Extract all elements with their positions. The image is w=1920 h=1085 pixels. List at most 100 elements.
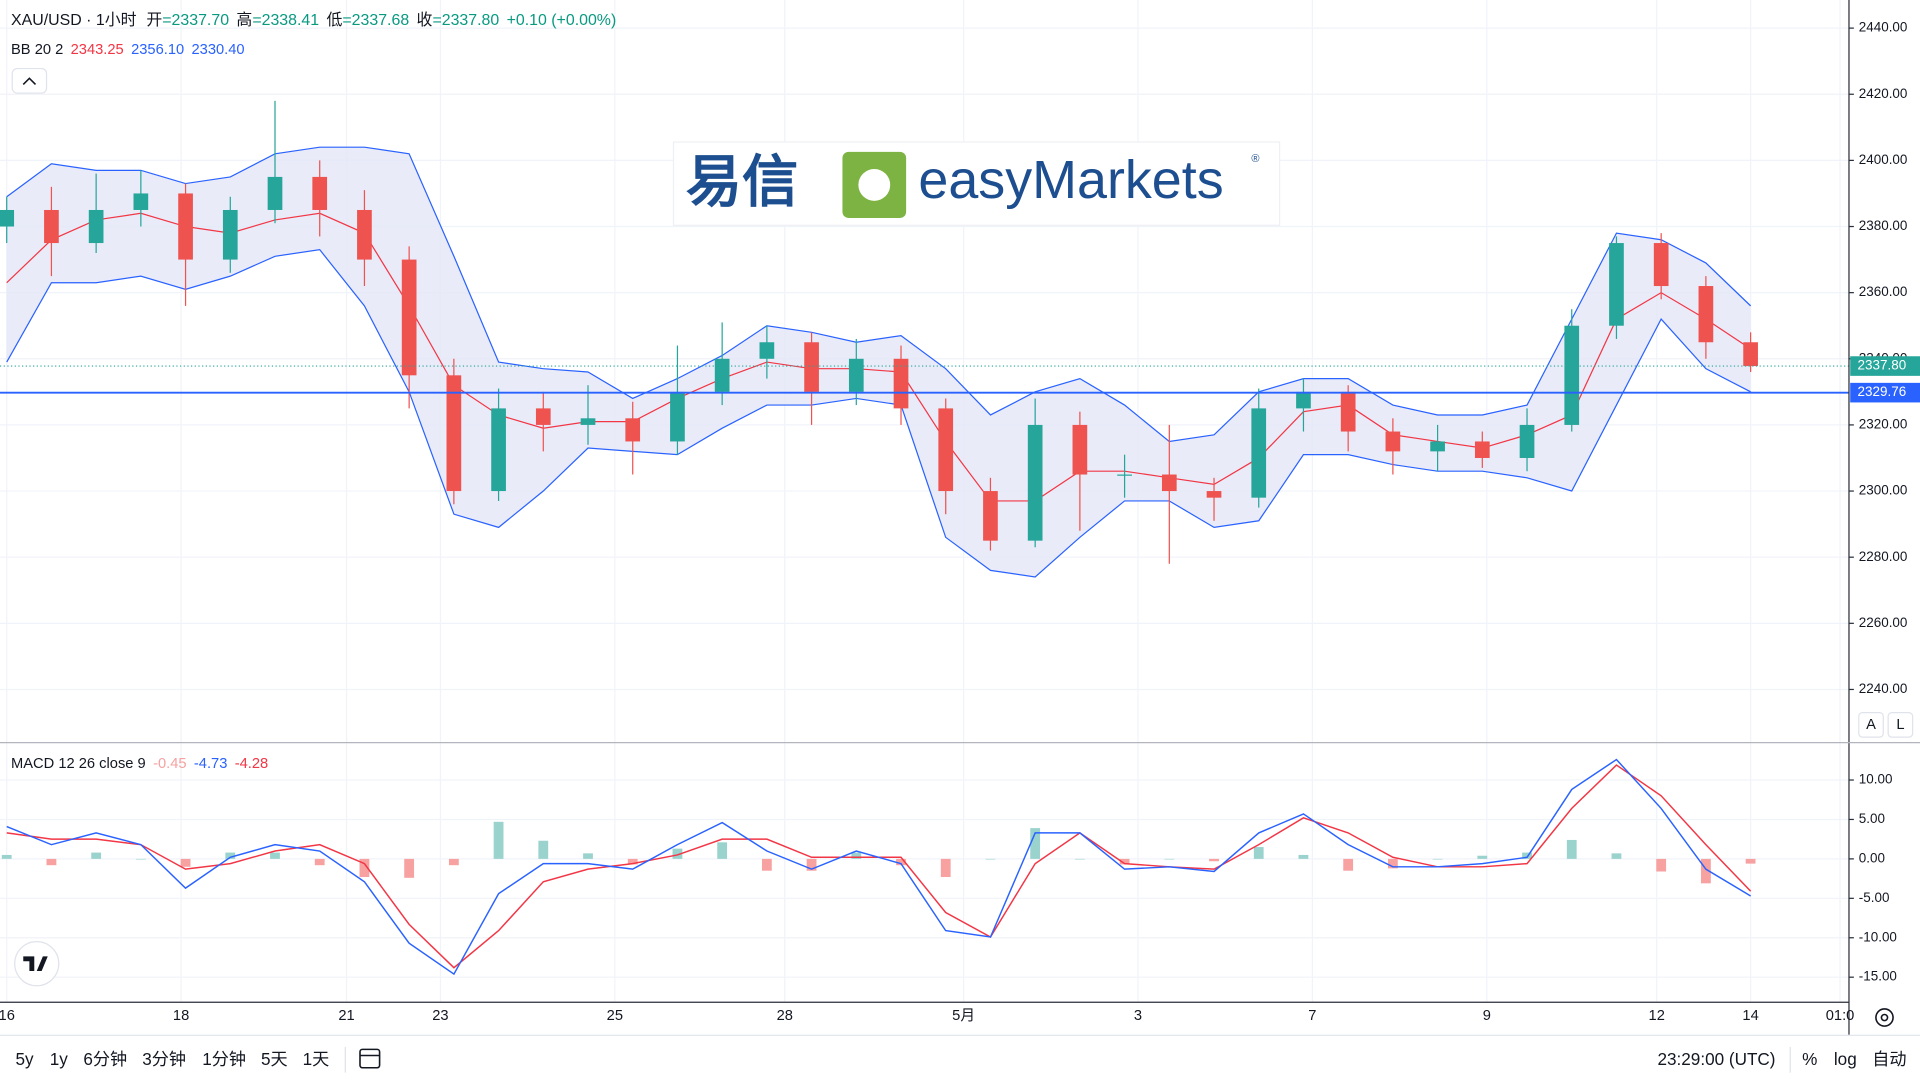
auto-scale-label[interactable]: A bbox=[1866, 717, 1876, 733]
histogram-bar bbox=[627, 858, 638, 865]
histogram-bar bbox=[1209, 858, 1219, 862]
settings-button[interactable] bbox=[1875, 1008, 1894, 1027]
range-button[interactable]: 6分钟 bbox=[83, 1049, 127, 1069]
histogram-bar bbox=[270, 852, 280, 859]
y-tick-label: -5.00 bbox=[1859, 890, 1890, 905]
legend-value: -4.73 bbox=[194, 756, 227, 772]
histogram-bar bbox=[1611, 853, 1622, 859]
candle-body bbox=[983, 491, 998, 541]
price-line-label: 2329.76 bbox=[1858, 384, 1907, 399]
histogram-bar bbox=[851, 852, 862, 859]
log-button[interactable]: log bbox=[1834, 1049, 1857, 1069]
candle-body bbox=[580, 418, 596, 425]
macd-line bbox=[6, 758, 1752, 976]
date-range-button[interactable] bbox=[359, 1048, 381, 1069]
last-price-tag bbox=[1850, 356, 1920, 376]
histogram-bar bbox=[314, 858, 325, 866]
range-button[interactable]: 5天 bbox=[261, 1049, 288, 1069]
histogram-bar bbox=[806, 858, 817, 871]
histogram-bar bbox=[1745, 858, 1756, 864]
histogram-bar bbox=[404, 858, 415, 878]
candle-body bbox=[1206, 491, 1222, 498]
candle-body bbox=[1653, 243, 1669, 287]
axes: 16 18 21 23 25 28 5月 3 7 9 12 14 01:0 2240.00 2260.00 2… bbox=[0, 20, 1920, 1024]
candle-body bbox=[1519, 424, 1535, 458]
y-tick-label: 5.00 bbox=[1859, 811, 1885, 826]
x-tick-label: 01:0 bbox=[1826, 1008, 1855, 1024]
price-line-tag bbox=[1850, 382, 1920, 403]
collapse-box[interactable] bbox=[11, 67, 48, 94]
x-tick-label: 23 bbox=[432, 1008, 448, 1024]
histogram-bar bbox=[1432, 858, 1443, 860]
candle-body bbox=[848, 358, 864, 392]
range-button[interactable]: 3分钟 bbox=[142, 1049, 186, 1069]
log-scale-button[interactable] bbox=[1887, 712, 1914, 738]
range-button[interactable]: 1y bbox=[50, 1049, 69, 1069]
histogram-bar bbox=[717, 842, 728, 859]
histogram-bar bbox=[940, 858, 951, 878]
y-tick-label: 2380.00 bbox=[1859, 218, 1908, 233]
legend-value: 2343.25 bbox=[71, 42, 124, 58]
histogram-bar bbox=[359, 858, 370, 878]
ohlc-value: =2337.68 bbox=[342, 12, 409, 29]
range-button[interactable]: 1分钟 bbox=[202, 1049, 246, 1069]
candle-body bbox=[1072, 424, 1088, 475]
y-tick-label: -15.00 bbox=[1859, 969, 1897, 984]
histogram-bar bbox=[46, 858, 57, 866]
symbol: XAU/USD · 1小时 bbox=[11, 11, 137, 29]
candle-body bbox=[804, 342, 819, 392]
candle-body bbox=[1474, 441, 1490, 458]
log-scale-label[interactable]: L bbox=[1896, 717, 1904, 733]
x-tick-label: 3 bbox=[1134, 1008, 1142, 1024]
percent-button[interactable]: % bbox=[1802, 1049, 1817, 1069]
y-tick-label: -10.00 bbox=[1859, 929, 1897, 944]
calendar-icon[interactable] bbox=[359, 1048, 381, 1069]
histogram-bar bbox=[1298, 854, 1309, 859]
candle-body bbox=[1117, 474, 1132, 476]
x-tick-label: 28 bbox=[777, 1008, 793, 1024]
histogram-bar bbox=[1522, 852, 1532, 859]
candle-body bbox=[222, 209, 238, 260]
candle-body bbox=[535, 408, 551, 425]
histogram-bar bbox=[1566, 839, 1577, 859]
y-tick-label: 2320.00 bbox=[1859, 416, 1908, 431]
auto-button[interactable]: 自动 bbox=[1872, 1049, 1906, 1069]
gear-outer[interactable] bbox=[1875, 1008, 1894, 1027]
histogram-bar bbox=[672, 848, 683, 859]
ohlc-value: =2337.80 bbox=[432, 12, 499, 29]
y-tick-label: 2280.00 bbox=[1859, 549, 1908, 564]
band-middle bbox=[6, 212, 1751, 502]
candle-body bbox=[267, 176, 283, 210]
ohlc-label: 低 bbox=[326, 11, 342, 29]
x-tick-label: 14 bbox=[1742, 1008, 1758, 1024]
histogram-bar bbox=[225, 852, 236, 859]
y-tick-label: 2420.00 bbox=[1859, 86, 1908, 101]
y-tick-label: 0.00 bbox=[1859, 850, 1885, 865]
ohlc-label: 收 bbox=[417, 11, 433, 29]
range-button[interactable]: 1天 bbox=[303, 1049, 330, 1069]
histogram-bar bbox=[538, 840, 549, 859]
candle-body bbox=[1698, 286, 1714, 343]
histogram-bar bbox=[583, 853, 593, 859]
candle-body bbox=[1609, 243, 1624, 326]
auto-scale-button[interactable] bbox=[1858, 712, 1884, 738]
y-tick-label: 2440.00 bbox=[1859, 20, 1908, 35]
candle-body bbox=[1743, 342, 1758, 367]
x-tick-label: 7 bbox=[1308, 1008, 1316, 1024]
candle-body bbox=[1564, 325, 1580, 425]
range-button[interactable]: 5y bbox=[15, 1049, 34, 1069]
candle-body bbox=[1430, 441, 1445, 452]
histogram-bar bbox=[1477, 855, 1488, 859]
y-tick-label: 10.00 bbox=[1859, 772, 1893, 787]
histogram-bar bbox=[1074, 858, 1085, 860]
ohlc-value: =2337.70 bbox=[162, 12, 229, 29]
collapse-button[interactable] bbox=[11, 67, 48, 94]
candle-body bbox=[1296, 391, 1311, 409]
candle-body bbox=[446, 375, 462, 492]
candle-body bbox=[714, 358, 730, 392]
toolbar: 23:29:00 (UTC) % log 自动 5y 1y 6分钟 3分钟 1分钟 5天 1… bbox=[15, 1046, 1907, 1073]
legend-value: 2356.10 bbox=[131, 42, 184, 58]
legend-value: 2330.40 bbox=[192, 42, 245, 58]
